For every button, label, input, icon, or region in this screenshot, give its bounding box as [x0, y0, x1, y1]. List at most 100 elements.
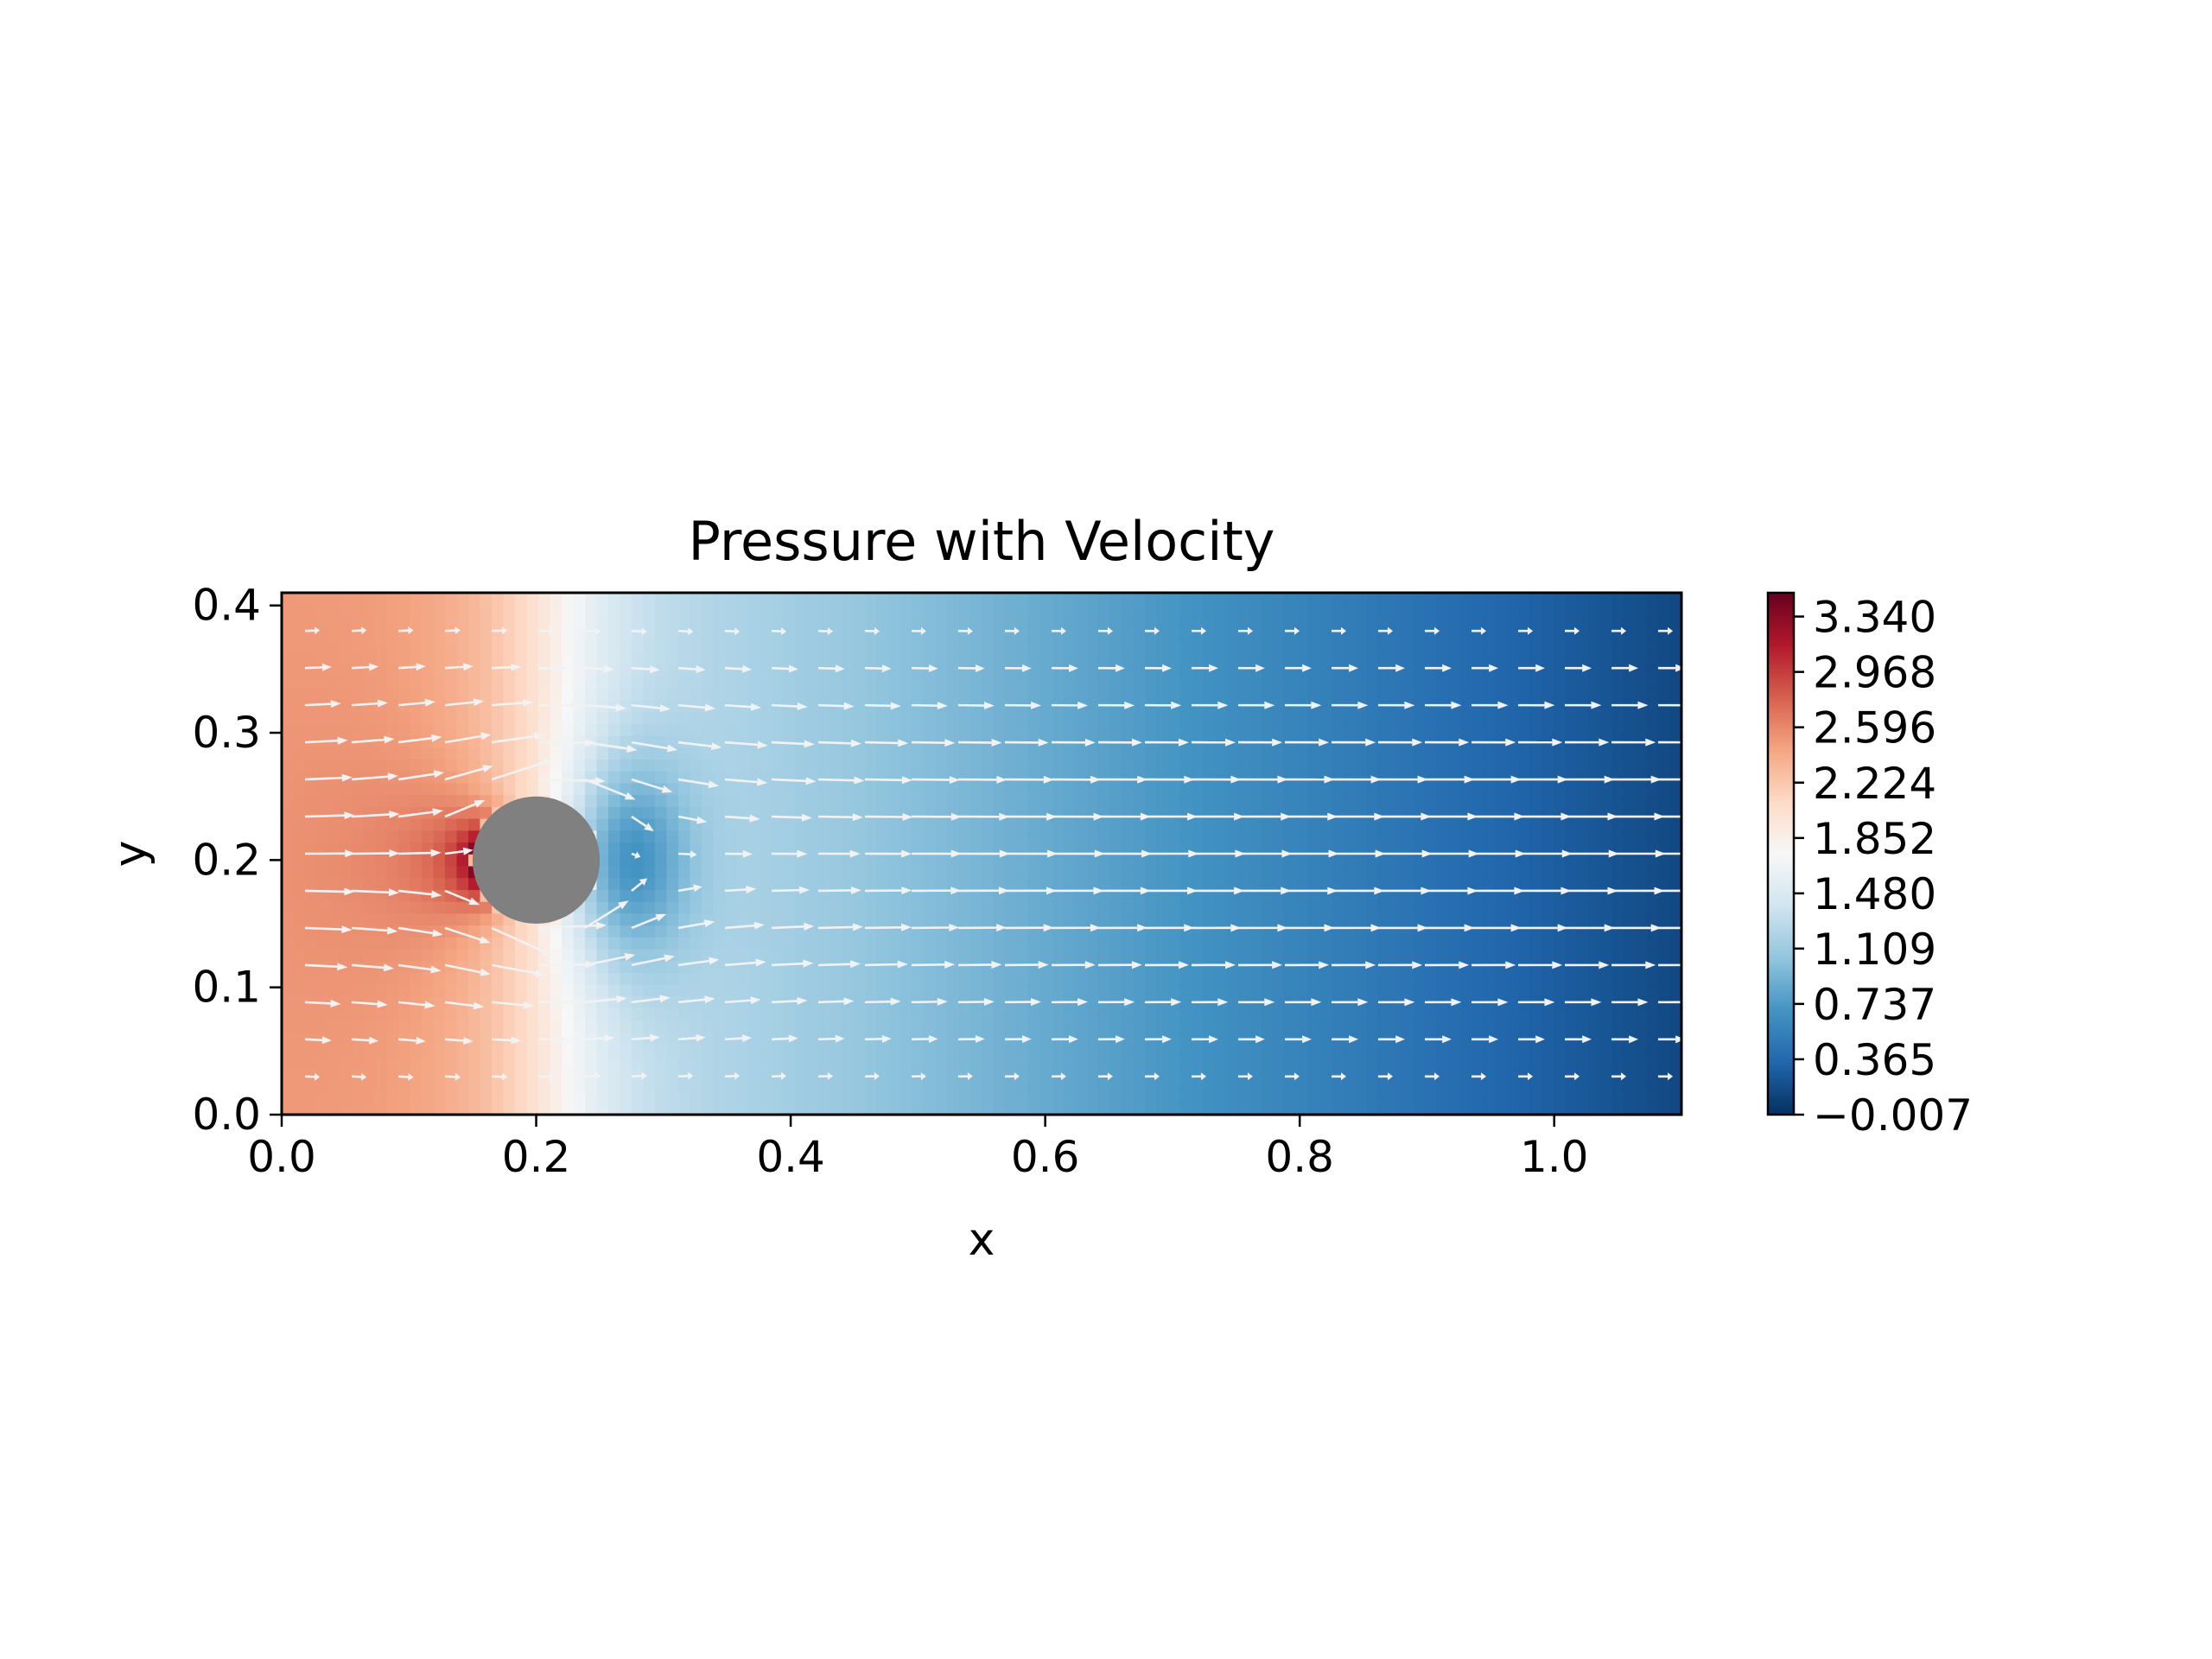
heatmap-cell: [1319, 604, 1332, 618]
heatmap-cell: [1028, 877, 1041, 890]
heatmap-cell: [1448, 830, 1461, 843]
heatmap-cell: [1016, 1103, 1029, 1115]
heatmap-cell: [1203, 628, 1216, 641]
heatmap-cell: [666, 770, 679, 784]
heatmap-cell: [725, 676, 738, 689]
heatmap-cell: [713, 925, 726, 938]
heatmap-cell: [573, 711, 586, 724]
heatmap-cell: [620, 1078, 632, 1092]
heatmap-cell: [736, 782, 749, 796]
heatmap-cell: [876, 984, 889, 997]
heatmap-cell: [935, 1055, 948, 1068]
heatmap-cell: [1366, 676, 1379, 689]
heatmap-cell: [620, 1020, 632, 1033]
heatmap-cell: [1518, 854, 1531, 867]
heatmap-cell: [410, 1103, 423, 1115]
heatmap-cell: [1016, 1078, 1029, 1092]
heatmap-cell: [1389, 639, 1402, 653]
heatmap-cell: [550, 604, 563, 618]
heatmap-cell: [1133, 652, 1146, 665]
heatmap-cell: [795, 639, 808, 653]
heatmap-cell: [1541, 664, 1554, 677]
heatmap-cell: [806, 723, 819, 736]
heatmap-cell: [795, 1103, 808, 1115]
heatmap-cell: [433, 854, 446, 867]
heatmap-cell: [1332, 593, 1344, 606]
heatmap-cell: [783, 676, 796, 689]
heatmap-cell: [806, 995, 819, 1009]
heatmap-cell: [1565, 912, 1578, 926]
heatmap-cell: [1262, 912, 1274, 926]
heatmap-cell: [946, 912, 959, 926]
heatmap-cell: [678, 830, 691, 843]
heatmap-cell: [713, 1007, 726, 1020]
heatmap-cell: [1168, 1067, 1181, 1080]
heatmap-cell: [1039, 937, 1052, 950]
heatmap-cell: [1308, 639, 1321, 653]
heatmap-cell: [1016, 1055, 1029, 1068]
heatmap-cell: [1471, 664, 1484, 677]
heatmap-cell: [1086, 1007, 1099, 1020]
heatmap-cell: [352, 770, 365, 784]
heatmap-cell: [305, 652, 318, 665]
heatmap-cell: [1249, 747, 1262, 760]
heatmap-cell: [340, 1078, 353, 1092]
heatmap-cell: [632, 842, 645, 855]
heatmap-cell: [1413, 972, 1426, 985]
heatmap-cell: [632, 889, 645, 902]
heatmap-cell: [1273, 759, 1286, 772]
heatmap-cell: [1506, 948, 1519, 962]
heatmap-cell: [1238, 1055, 1251, 1068]
heatmap-cell: [445, 699, 458, 713]
heatmap-cell: [1541, 912, 1554, 926]
heatmap-cell: [760, 912, 772, 926]
heatmap-cell: [725, 782, 738, 796]
heatmap-cell: [340, 699, 353, 713]
heatmap-cell: [375, 900, 388, 914]
heatmap-cell: [1576, 889, 1589, 902]
heatmap-cell: [1355, 1020, 1368, 1033]
heatmap-cell: [783, 711, 796, 724]
heatmap-cell: [1553, 628, 1566, 641]
heatmap-cell: [865, 782, 878, 796]
heatmap-cell: [912, 759, 925, 772]
heatmap-cell: [1156, 1043, 1169, 1057]
heatmap-cell: [1156, 900, 1169, 914]
heatmap-cell: [1145, 616, 1158, 629]
heatmap-cell: [1599, 972, 1612, 985]
heatmap-cell: [702, 1043, 715, 1057]
heatmap-cell: [876, 877, 889, 890]
heatmap-cell: [445, 1103, 458, 1115]
heatmap-cell: [1063, 770, 1076, 784]
heatmap-cell: [1075, 1078, 1088, 1092]
heatmap-cell: [818, 912, 831, 926]
heatmap-cell: [1168, 1090, 1181, 1104]
heatmap-cell: [515, 639, 528, 653]
heatmap-cell: [1052, 759, 1065, 772]
heatmap-cell: [1016, 842, 1029, 855]
heatmap-cell: [1203, 652, 1216, 665]
heatmap-cell: [1273, 687, 1286, 701]
heatmap-cell: [468, 948, 481, 962]
heatmap-cell: [865, 652, 878, 665]
heatmap-cell: [1355, 960, 1368, 974]
heatmap-cell: [1296, 1090, 1309, 1104]
heatmap-cell: [842, 593, 855, 606]
heatmap-cell: [969, 593, 982, 606]
heatmap-cell: [1518, 1090, 1531, 1104]
heatmap-cell: [1249, 723, 1262, 736]
heatmap-cell: [923, 639, 936, 653]
heatmap-cell: [1028, 842, 1041, 855]
heatmap-cell: [1576, 877, 1589, 890]
heatmap-cell: [363, 1055, 376, 1068]
heatmap-cell: [1168, 747, 1181, 760]
heatmap-cell: [1308, 616, 1321, 629]
heatmap-cell: [386, 1031, 399, 1045]
heatmap-cell: [282, 948, 295, 962]
heatmap-cell: [352, 830, 365, 843]
heatmap-cell: [422, 593, 435, 606]
heatmap-cell: [1436, 1067, 1449, 1080]
heatmap-cell: [1378, 865, 1391, 879]
heatmap-cell: [842, 1103, 855, 1115]
heatmap-cell: [1133, 900, 1146, 914]
